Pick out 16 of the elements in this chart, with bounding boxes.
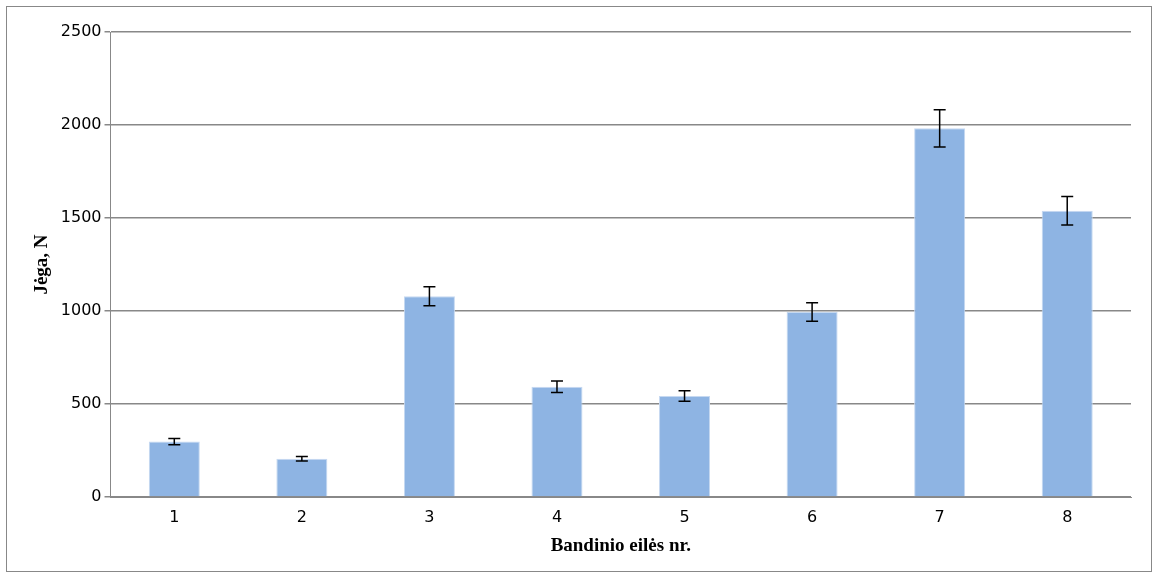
x-tick-label: 1 bbox=[169, 506, 180, 526]
x-tick-label: 6 bbox=[807, 506, 818, 526]
x-tick-label: 8 bbox=[1062, 506, 1073, 526]
y-axis-title: Jėga, N bbox=[30, 234, 52, 295]
x-tick-label: 2 bbox=[296, 506, 307, 526]
y-tick-label: 2500 bbox=[60, 21, 102, 41]
y-tick-label: 0 bbox=[91, 486, 102, 506]
x-tick-label: 5 bbox=[679, 506, 690, 526]
y-tick-label: 1500 bbox=[60, 207, 102, 227]
x-tick-label: 3 bbox=[424, 506, 435, 526]
y-tick-label: 2000 bbox=[60, 114, 102, 134]
y-tick-label: 500 bbox=[70, 393, 102, 413]
x-tick-label: 7 bbox=[934, 506, 945, 526]
y-tick-label: 1000 bbox=[60, 300, 102, 320]
x-axis-title: Bandinio eilės nr. bbox=[550, 533, 691, 555]
x-tick-label: 4 bbox=[551, 506, 563, 526]
